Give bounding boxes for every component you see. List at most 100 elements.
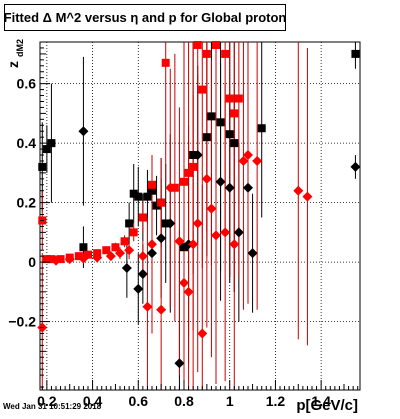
- square-marker: [257, 124, 266, 133]
- diamond-marker: [233, 227, 244, 238]
- square-marker: [129, 228, 138, 237]
- y-axis-ticks: −0.2 0 0.2 0.4 0.6: [8, 47, 50, 388]
- square-marker: [161, 58, 170, 67]
- square-marker: [230, 139, 239, 148]
- square-marker: [111, 243, 120, 252]
- diamond-marker: [174, 236, 185, 247]
- diamond-marker: [183, 286, 194, 297]
- diamond-marker: [192, 218, 203, 229]
- square-marker: [207, 112, 216, 121]
- diamond-marker: [133, 283, 144, 294]
- diamond-marker: [137, 251, 148, 262]
- square-marker: [180, 177, 188, 186]
- diamond-marker: [247, 248, 258, 259]
- diamond-marker: [252, 155, 263, 166]
- square-marker: [79, 243, 88, 252]
- footer-timestamp: Wed Jan 31 10:51:29 2018: [3, 402, 102, 411]
- diamond-marker: [147, 239, 157, 250]
- diamond-marker: [238, 155, 249, 166]
- diamond-marker: [142, 301, 153, 312]
- square-marker: [184, 168, 193, 177]
- square-marker: [225, 130, 234, 139]
- y-tick-label: −0.2: [8, 314, 36, 330]
- diamond-marker: [350, 161, 361, 172]
- square-marker: [234, 94, 243, 103]
- square-marker: [65, 253, 74, 262]
- x-tick-label: 1.4: [311, 393, 331, 409]
- data-markers: [37, 40, 361, 369]
- x-tick-label: 0.8: [174, 393, 194, 409]
- plot-frame: [39, 41, 361, 391]
- square-marker: [42, 145, 51, 154]
- y-tick-label: 0.2: [17, 195, 37, 211]
- square-marker: [143, 192, 152, 201]
- diamond-marker: [179, 277, 189, 288]
- y-axis-label-sub: dM2: [15, 39, 25, 57]
- diamond-marker: [174, 358, 185, 369]
- square-marker: [202, 133, 211, 142]
- square-marker: [134, 192, 143, 201]
- diamond-marker: [206, 203, 217, 214]
- diamond-marker: [215, 176, 226, 187]
- x-axis-label: p[GeV/c]: [296, 397, 358, 414]
- square-marker: [93, 249, 102, 258]
- diamond-marker: [156, 233, 167, 244]
- diamond-marker: [224, 182, 235, 193]
- square-marker: [148, 180, 156, 189]
- diamond-marker: [243, 150, 253, 161]
- x-tick-label: 1.2: [266, 393, 286, 409]
- square-marker: [157, 198, 166, 207]
- y-axis-label-main: z: [5, 61, 21, 68]
- square-marker: [212, 40, 220, 49]
- diamond-marker: [137, 269, 148, 279]
- diamond-marker: [78, 126, 89, 137]
- square-marker: [161, 219, 170, 228]
- chart-title: Fitted Δ M^2 versus η and p for Global p…: [3, 10, 287, 25]
- x-tick-label: 1: [226, 393, 234, 409]
- square-marker: [230, 109, 239, 118]
- diamond-marker: [211, 230, 221, 241]
- y-tick-label: 0.6: [17, 76, 37, 92]
- square-marker: [193, 40, 202, 49]
- square-marker: [225, 94, 234, 103]
- x-tick-label: 0.6: [129, 393, 149, 409]
- title-box: Fitted Δ M^2 versus η and p for Global p…: [4, 4, 286, 31]
- error-bars: [41, 42, 356, 390]
- square-marker: [198, 85, 207, 94]
- diamond-marker: [197, 328, 208, 339]
- diamond-marker: [156, 304, 167, 315]
- diamond-marker: [124, 245, 135, 256]
- square-marker: [351, 49, 360, 58]
- square-marker: [42, 255, 51, 264]
- diamond-marker: [188, 239, 199, 250]
- y-tick-label: 0: [28, 254, 36, 270]
- square-marker: [152, 201, 161, 210]
- diamond-marker: [147, 248, 157, 259]
- diamond-marker: [78, 253, 89, 264]
- square-marker: [180, 243, 188, 252]
- grid-lines: [40, 42, 360, 390]
- square-marker: [120, 237, 129, 246]
- diamond-marker: [201, 173, 212, 184]
- diamond-marker: [229, 239, 240, 250]
- diamond-marker: [243, 182, 253, 193]
- square-marker: [148, 186, 156, 195]
- square-marker: [47, 139, 56, 148]
- square-marker: [74, 252, 83, 261]
- square-marker: [202, 49, 211, 58]
- diamond-marker: [293, 185, 304, 196]
- y-tick-label: 0.4: [17, 135, 37, 151]
- diamond-marker: [121, 263, 132, 274]
- square-marker: [56, 255, 65, 264]
- square-marker: [47, 255, 56, 264]
- square-marker: [189, 151, 198, 160]
- square-marker: [125, 219, 134, 228]
- square-marker: [221, 49, 230, 58]
- diamond-marker: [220, 227, 231, 238]
- square-marker: [216, 118, 225, 127]
- square-marker: [129, 189, 138, 198]
- square-marker: [84, 250, 92, 259]
- square-marker: [102, 246, 111, 255]
- square-marker: [170, 183, 179, 192]
